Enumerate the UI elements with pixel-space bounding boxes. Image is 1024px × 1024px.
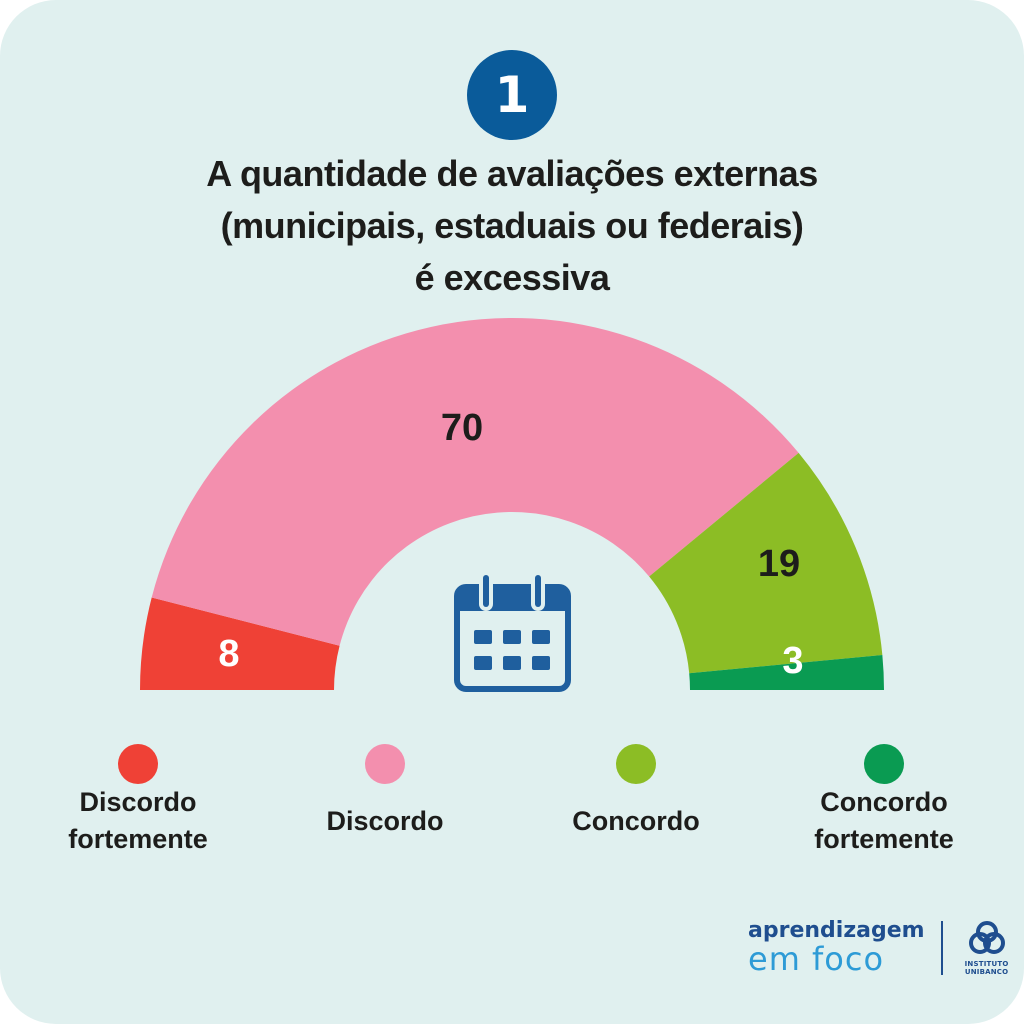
logo-text-unibanco: UNIBANCO <box>964 967 1009 976</box>
brand-line-2: em foco <box>748 940 885 978</box>
slice-value-label: 8 <box>218 633 239 675</box>
brand-footer: aprendizagem em foco INSTITUTO UNIBANCO <box>748 918 1015 978</box>
calendar-icon <box>454 571 571 692</box>
legend-label-line-1: Concordo <box>572 805 700 836</box>
instituto-unibanco-logo-icon <box>968 920 1005 954</box>
logo-text-instituto: INSTITUTO <box>964 959 1009 968</box>
question-number-badge: 1 <box>467 50 557 140</box>
legend-label: Concordo <box>516 784 756 858</box>
legend-swatch <box>118 744 158 784</box>
legend-item-concordo-fortemente: Concordo fortemente <box>764 744 1004 858</box>
slice-value-label: 19 <box>758 543 800 585</box>
slice-concordo <box>649 452 883 674</box>
slice-value-label: 3 <box>782 640 803 682</box>
question-title-line-3: é excessiva <box>414 257 610 298</box>
legend-swatch <box>616 744 656 784</box>
legend-label: Discordo <box>265 784 505 858</box>
slice-concordo-fortemente <box>689 654 884 690</box>
question-title-line-2: (municipais, estaduais ou federais) <box>220 205 804 246</box>
slice-discordo-fortemente <box>140 597 340 690</box>
slice-discordo <box>151 318 799 646</box>
instituto-unibanco-logo: INSTITUTO UNIBANCO <box>959 920 1015 976</box>
brand-divider <box>940 921 943 975</box>
legend-label-line-1: Discordo <box>326 805 444 836</box>
legend-item-discordo-fortemente: Discordo fortemente <box>18 744 258 858</box>
aprendizagem-em-foco-logo: aprendizagem em foco <box>748 918 925 978</box>
question-title: A quantidade de avaliações externas (mun… <box>112 148 912 304</box>
legend-item-discordo: Discordo <box>265 744 505 858</box>
legend-item-concordo: Concordo <box>516 744 756 858</box>
legend-label: Concordo fortemente <box>764 784 1004 858</box>
legend-label-line-1: Discordo <box>79 787 197 817</box>
legend-label-line-1: Concordo <box>820 787 948 817</box>
legend-label-line-2: fortemente <box>814 824 954 854</box>
legend-label-line-2: fortemente <box>68 824 208 854</box>
legend-swatch <box>864 744 904 784</box>
legend-swatch <box>365 744 405 784</box>
legend-label: Discordo fortemente <box>18 784 258 858</box>
brand-line-1: aprendizagem <box>748 918 925 943</box>
slice-value-label: 70 <box>441 407 483 449</box>
question-title-line-1: A quantidade de avaliações externas <box>206 153 818 194</box>
